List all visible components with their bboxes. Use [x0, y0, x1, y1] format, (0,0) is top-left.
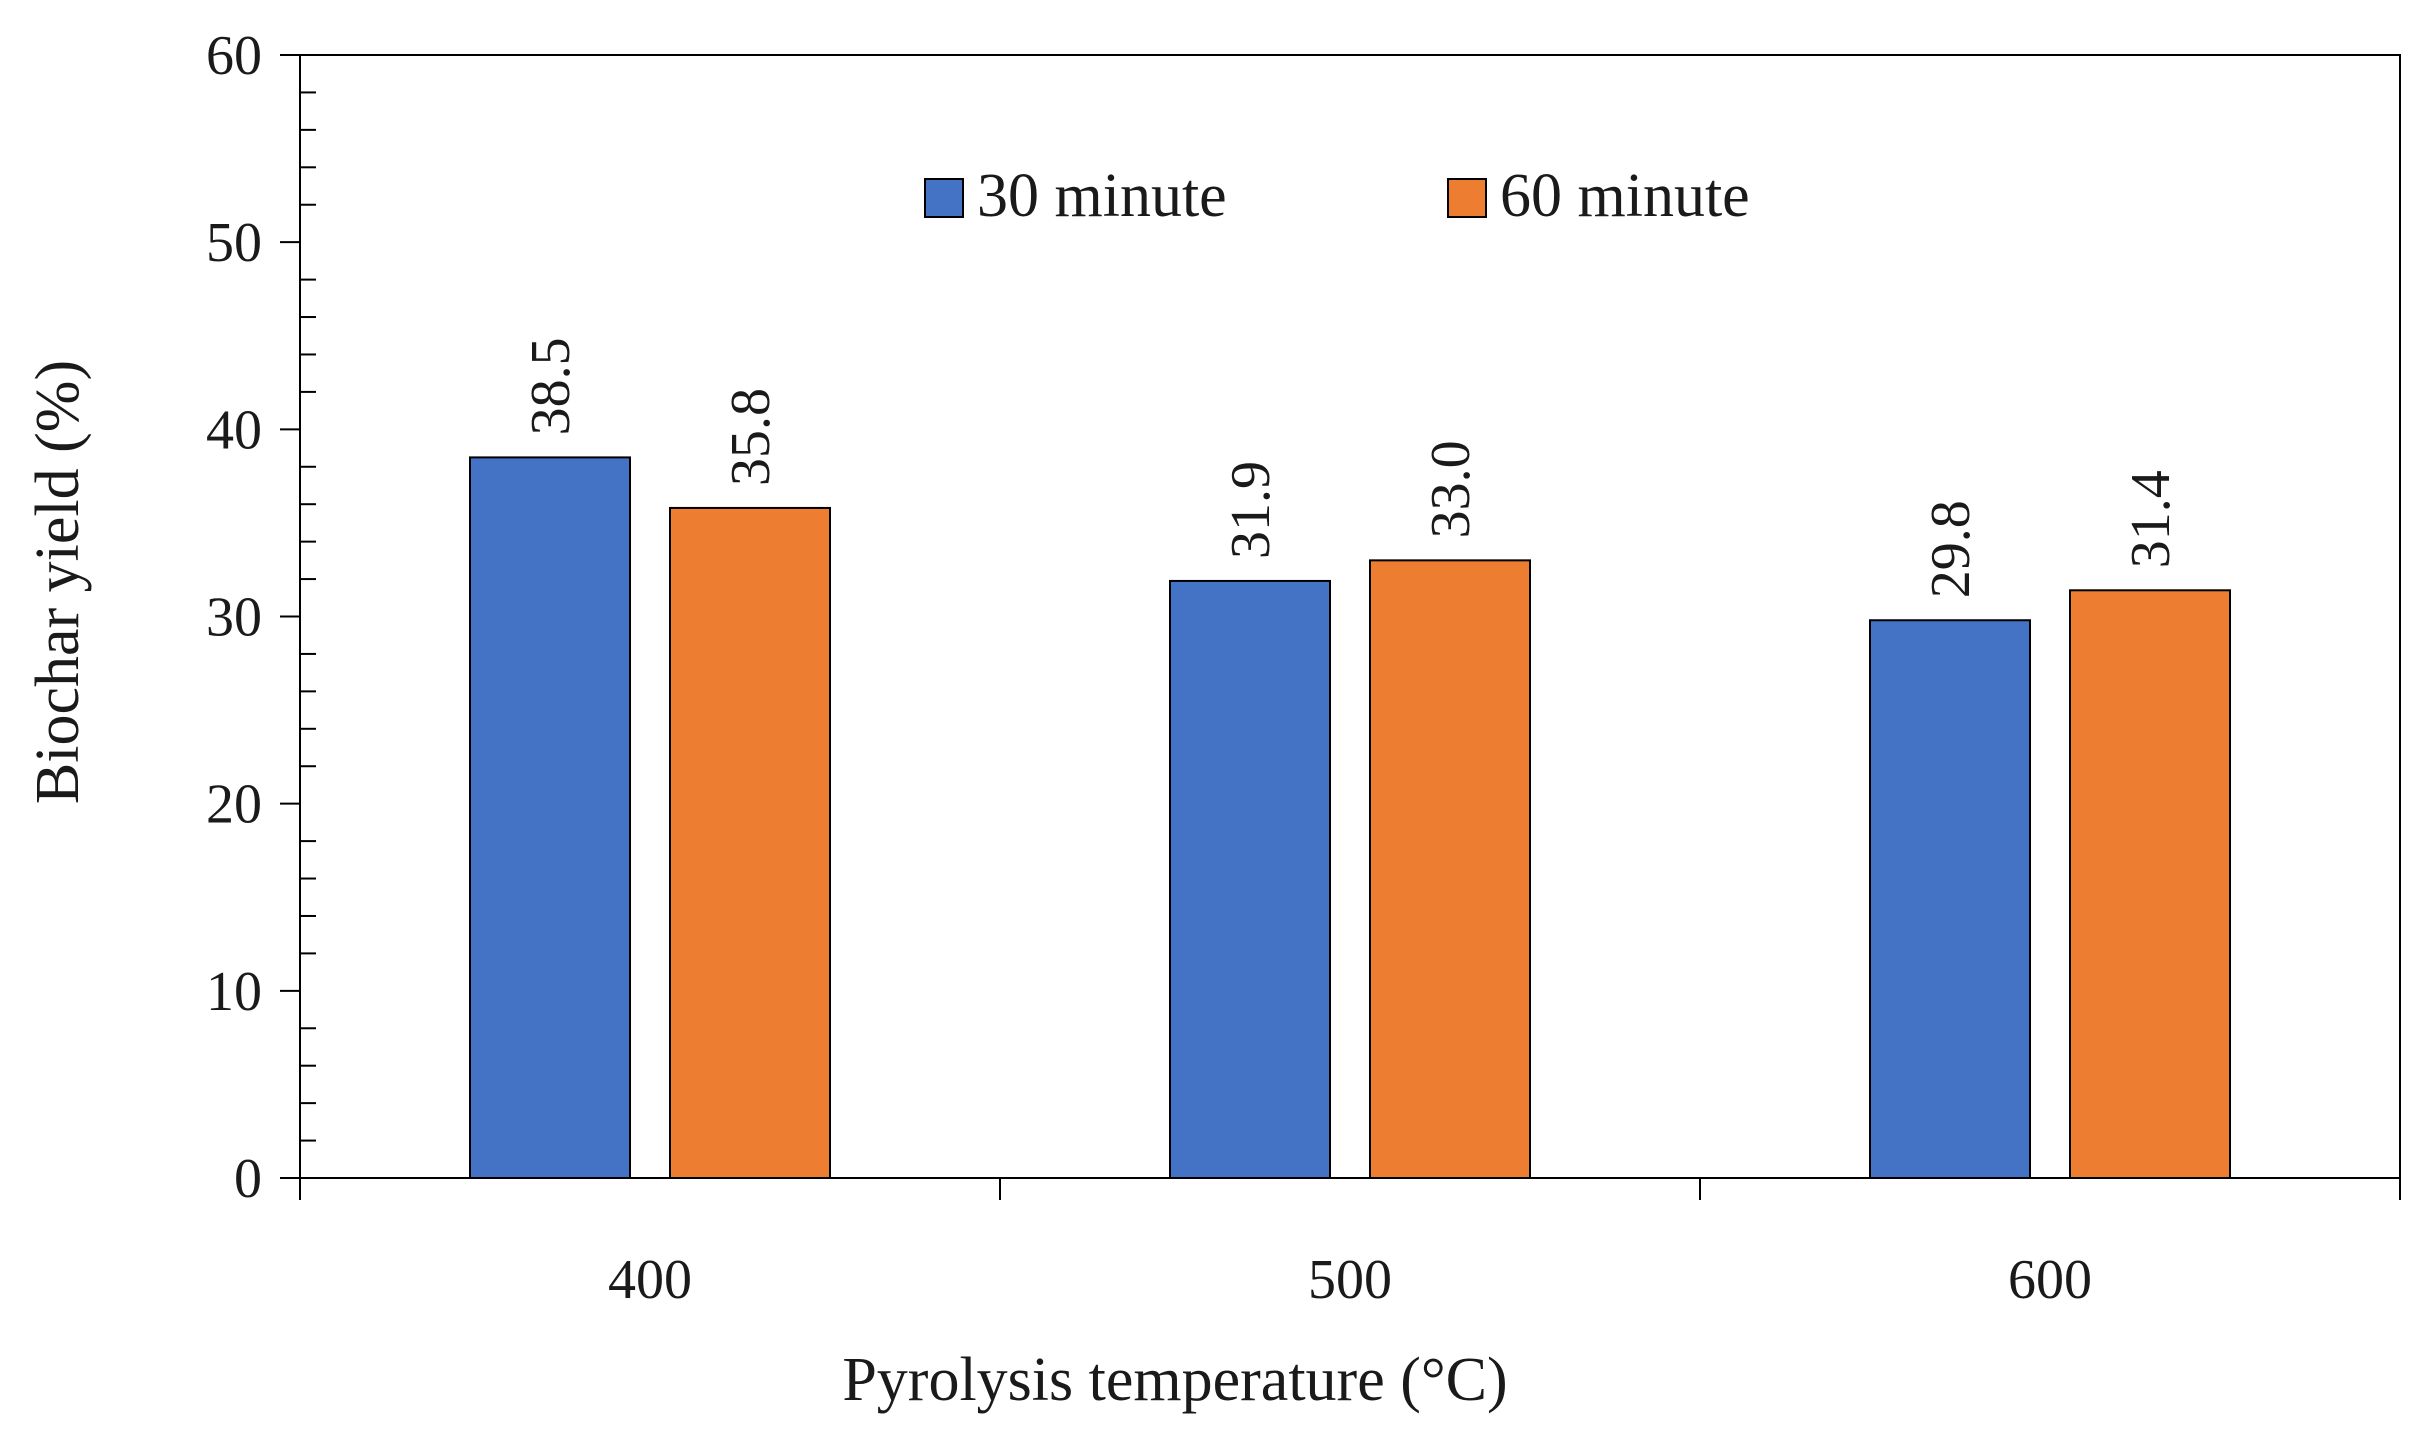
bar-60-minute-500 — [1369, 559, 1531, 1179]
bar-60-minute-600 — [2069, 589, 2231, 1179]
axes — [299, 54, 2401, 1179]
y-tick-label: 0 — [234, 1148, 262, 1210]
legend-label: 60 minute — [1500, 162, 1750, 230]
data-label: 29.8 — [1920, 500, 1982, 598]
x-tick-label: 500 — [1308, 1249, 1392, 1311]
data-label: 35.8 — [720, 388, 782, 486]
y-minor-ticks — [300, 91, 316, 1142]
x-axis-title: Pyrolysis temperature (°C) — [842, 1346, 1507, 1414]
y-tick-label: 40 — [206, 399, 262, 461]
legend-swatch-30-minute — [924, 178, 964, 218]
y-tick-labels: 0 10 20 30 40 50 60 — [206, 25, 262, 1210]
y-axis-title: Biochar yield (%) — [24, 360, 92, 804]
data-labels: 38.5 35.8 31.9 33.0 29.8 31.4 — [520, 337, 2182, 598]
y-tick-label: 60 — [206, 25, 262, 87]
x-tick-label: 400 — [608, 1249, 692, 1311]
x-category-ticks — [299, 1178, 2401, 1200]
y-major-ticks — [280, 54, 300, 1179]
legend: 30 minute 60 minute — [924, 162, 1750, 230]
y-tick-label: 30 — [206, 587, 262, 649]
data-label: 31.4 — [2120, 470, 2182, 568]
legend-label: 30 minute — [977, 162, 1227, 230]
legend-swatch-60-minute — [1447, 178, 1487, 218]
x-tick-label: 600 — [2008, 1249, 2092, 1311]
plot-frame — [299, 54, 2401, 1179]
x-tick-labels: 400 500 600 — [608, 1249, 2092, 1311]
data-label: 38.5 — [520, 337, 582, 435]
y-tick-label: 50 — [206, 212, 262, 274]
bar-30-minute-400 — [469, 456, 631, 1179]
bar-30-minute-600 — [1869, 619, 2031, 1179]
data-label: 31.9 — [1220, 461, 1282, 559]
bars — [469, 456, 2231, 1179]
y-tick-label: 20 — [206, 774, 262, 836]
bar-30-minute-500 — [1169, 579, 1331, 1179]
data-label: 33.0 — [1420, 440, 1482, 538]
bar-60-minute-400 — [669, 506, 831, 1179]
y-tick-label: 10 — [206, 961, 262, 1023]
